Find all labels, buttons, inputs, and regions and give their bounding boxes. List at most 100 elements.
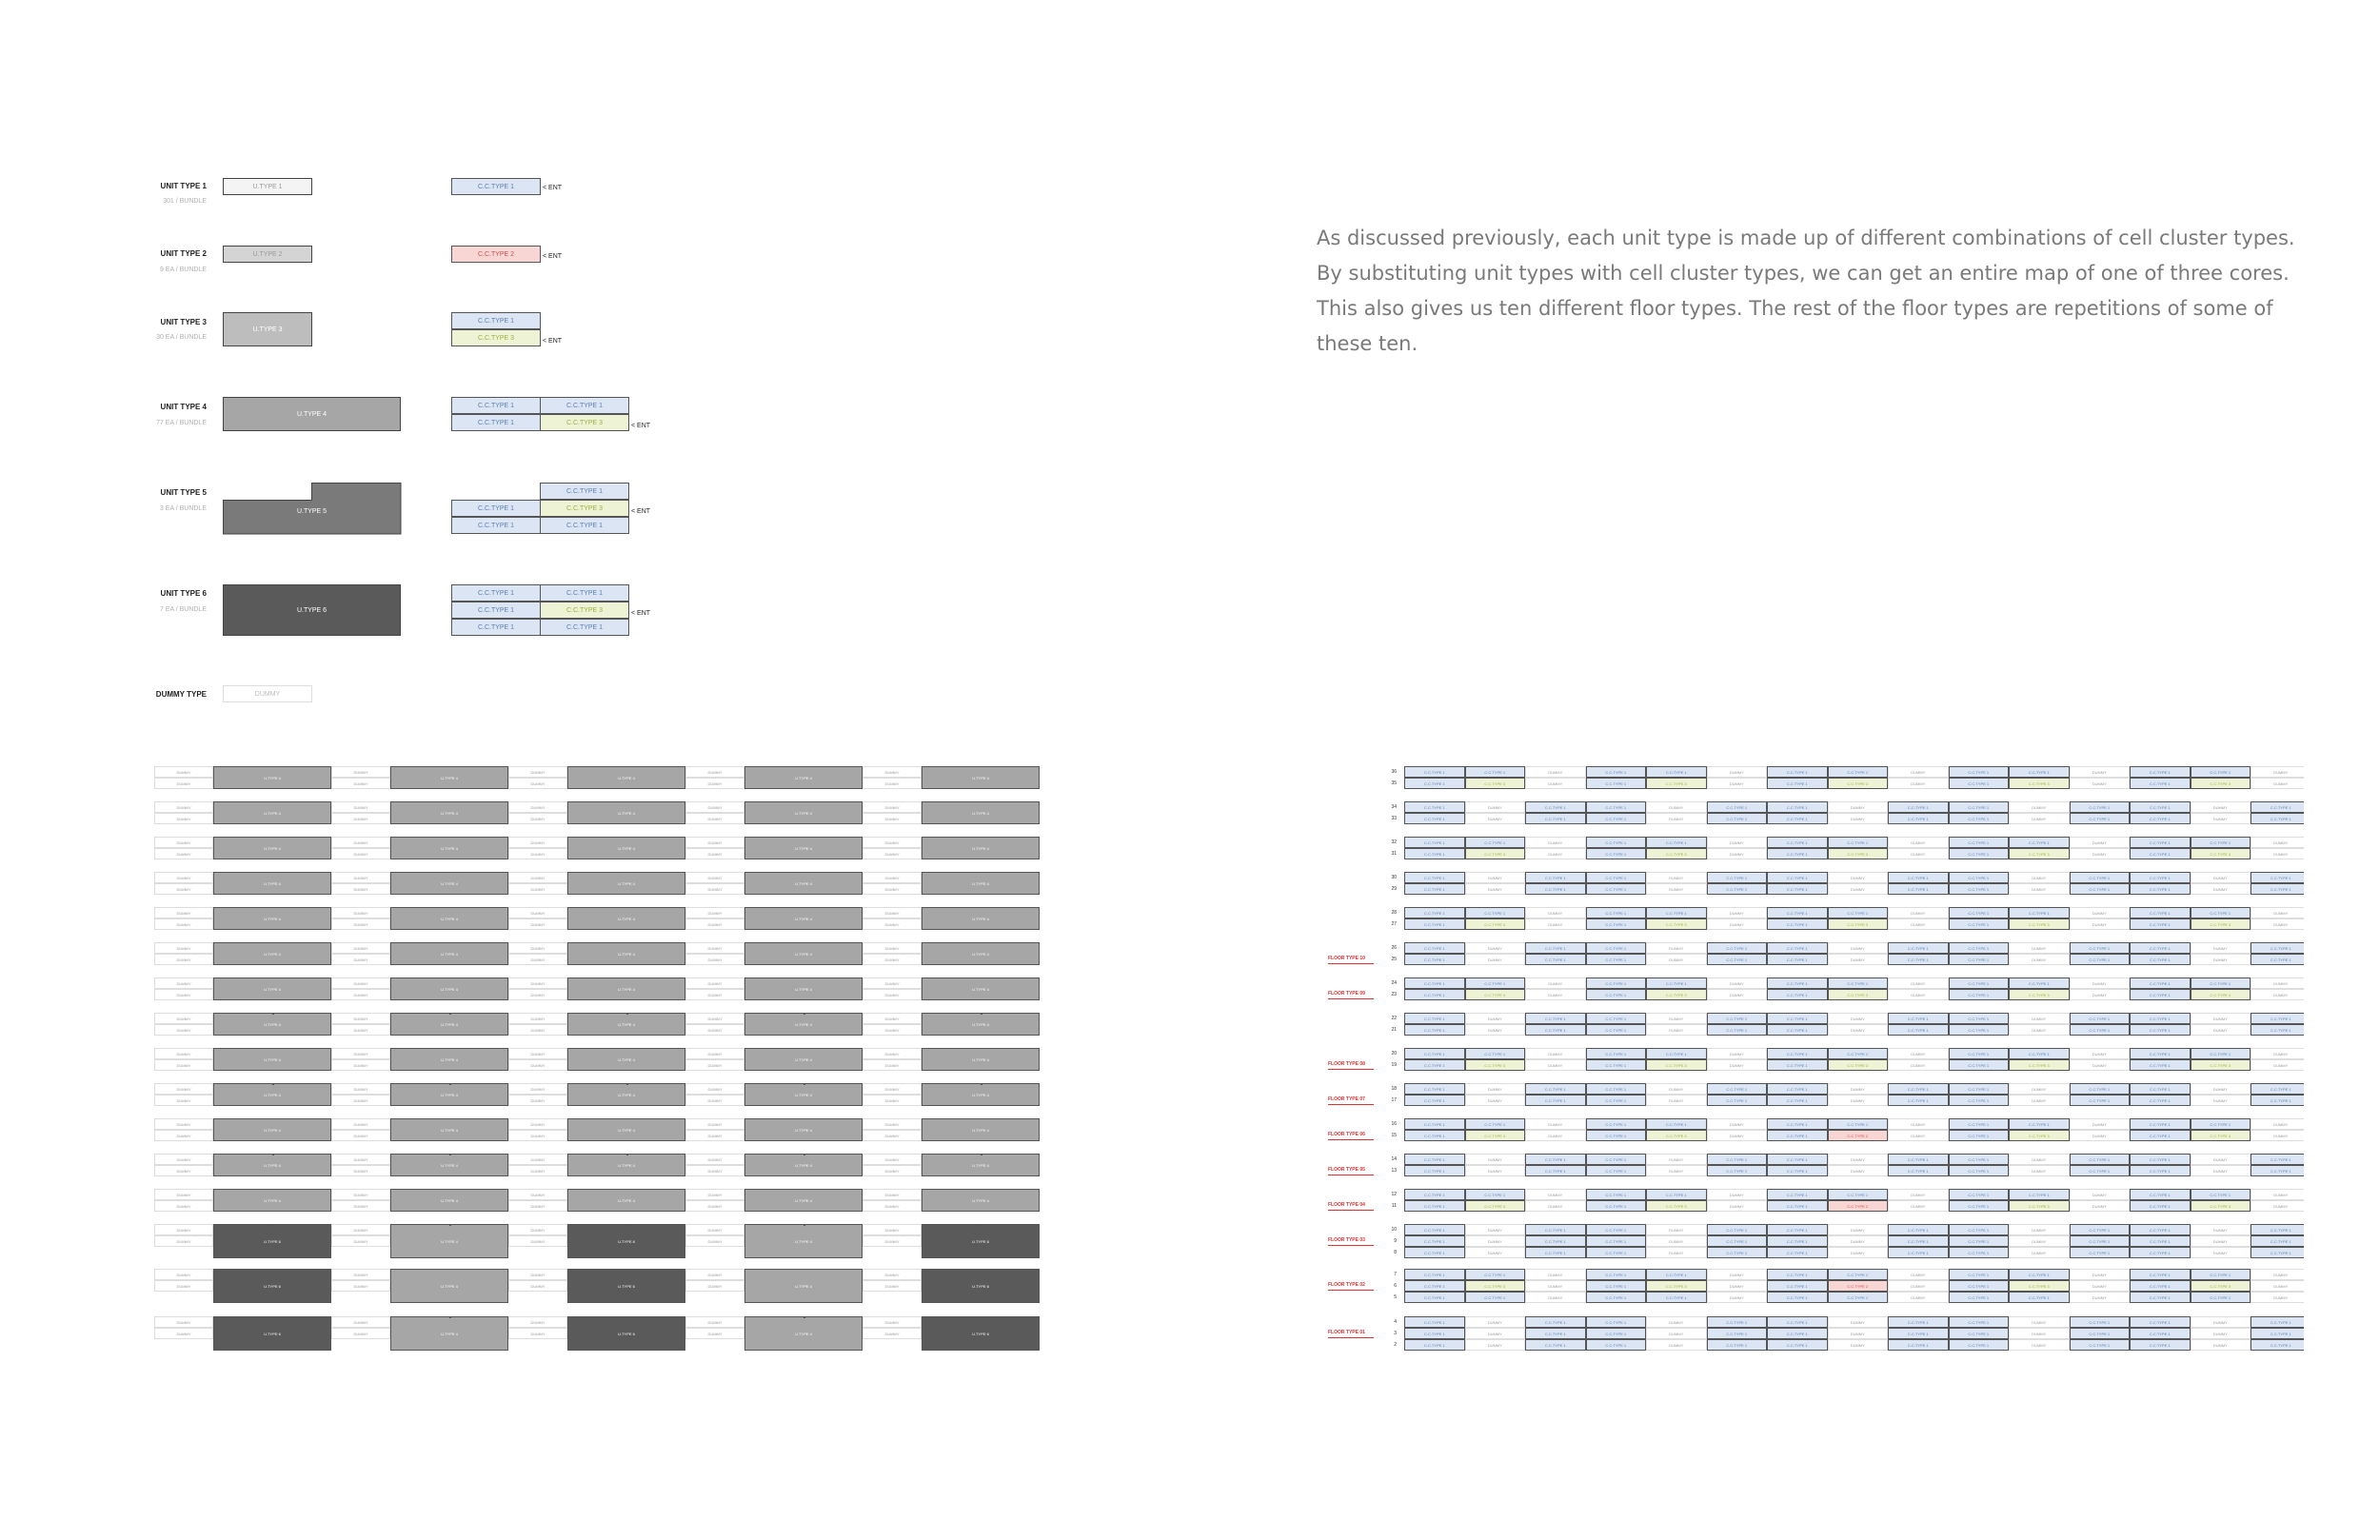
cluster-cell: C.C.TYPE 3 xyxy=(1465,848,1526,859)
cluster-cell: C.C.TYPE 1 xyxy=(1707,1235,1768,1247)
floor-number: 28 xyxy=(1383,910,1397,916)
cluster-cell: DUMMY xyxy=(2070,1048,2131,1059)
dummy-cell: DUMMY xyxy=(331,1048,390,1059)
dummy-cell: DUMMY xyxy=(863,883,922,895)
spacer xyxy=(272,1013,274,1015)
cluster-cell: C.C.TYPE 1 xyxy=(1767,1095,1828,1106)
dummy-cell: DUMMY xyxy=(863,1316,922,1328)
cluster-cell: DUMMY xyxy=(2251,1059,2304,1071)
cluster-cell: C.C.TYPE 3 xyxy=(1465,1130,1526,1141)
floor-type-underline xyxy=(1328,1337,1374,1338)
dummy-cell: DUMMY xyxy=(154,1316,213,1328)
cluster-cell: C.C.TYPE 1 xyxy=(1586,1224,1647,1235)
floor-number: 2 xyxy=(1383,1342,1397,1348)
cluster-cell: DUMMY xyxy=(2191,1083,2251,1095)
dummy-cell: DUMMY xyxy=(331,954,390,965)
unit-cell: U.TYPE 4 xyxy=(567,977,685,1000)
cluster-cell: DUMMY xyxy=(1646,1339,1707,1351)
cluster-cell: C.C.TYPE 1 xyxy=(2009,766,2070,778)
dummy-cell: DUMMY xyxy=(685,1235,744,1247)
dummy-cell: DUMMY xyxy=(863,989,922,1000)
cluster-cell: C.C.TYPE 1 xyxy=(1404,1339,1465,1351)
cluster-cell: C.C.TYPE 1 xyxy=(1404,918,1465,930)
dummy-cell: DUMMY xyxy=(685,1224,744,1235)
cluster-cell: DUMMY xyxy=(2251,1280,2304,1292)
dummy-cell: DUMMY xyxy=(685,1154,744,1165)
unit-cell: U.TYPE 4 xyxy=(213,1154,331,1176)
cluster-cell: C.C.TYPE 1 xyxy=(2130,1048,2191,1059)
cluster-cell: C.C.TYPE 1 xyxy=(2070,1224,2131,1235)
cluster-cell: DUMMY xyxy=(2191,1328,2251,1339)
cluster-cell: C.C.TYPE 3 xyxy=(1828,918,1889,930)
cluster-cell: DUMMY xyxy=(2251,1200,2304,1212)
cluster-cell: C.C.TYPE 1 xyxy=(1404,1235,1465,1247)
cluster-cell: C.C.TYPE 1 xyxy=(2130,1280,2191,1292)
unit-cell: U.TYPE 4 xyxy=(922,942,1040,965)
dummy-cell: DUMMY xyxy=(154,883,213,895)
dummy-cell: DUMMY xyxy=(508,977,567,989)
cluster-cell: DUMMY xyxy=(2191,1013,2251,1024)
cluster-cell: C.C.TYPE 3 xyxy=(1828,989,1889,1000)
cluster-cell: C.C.TYPE 1 xyxy=(1888,1235,1949,1247)
dummy-cell: DUMMY xyxy=(863,1095,922,1106)
cluster-cell: DUMMY xyxy=(1888,1048,1949,1059)
dummy-cell: DUMMY xyxy=(154,977,213,989)
cluster-cell: C.C.TYPE 1 xyxy=(1404,1280,1465,1292)
cluster-cell: C.C.TYPE 1 xyxy=(2130,1247,2191,1258)
cluster-cell: C.C.TYPE 1 xyxy=(1404,1165,1465,1176)
cluster-cell: C.C.TYPE 1 xyxy=(1767,977,1828,989)
cluster-cell: C.C.TYPE 1 xyxy=(1586,1118,1647,1130)
dummy-cell: DUMMY xyxy=(508,1316,567,1328)
cluster-cell: C.C.TYPE 1 xyxy=(2191,837,2251,848)
floor-number: 16 xyxy=(1383,1121,1397,1127)
cluster-cell: C.C.TYPE 1 xyxy=(1404,942,1465,954)
cluster-cell: C.C.TYPE 1 xyxy=(1404,1200,1465,1212)
cluster-type-1-block: C.C.TYPE 1 xyxy=(540,483,629,500)
unit-cell: U.TYPE 4 xyxy=(922,872,1040,895)
cluster-cell: C.C.TYPE 1 xyxy=(1767,1224,1828,1235)
cluster-cell: C.C.TYPE 1 xyxy=(1586,1328,1647,1339)
cluster-cell: C.C.TYPE 1 xyxy=(1707,954,1768,965)
dummy-cell: DUMMY xyxy=(508,1118,567,1130)
floor-type-underline xyxy=(1328,1245,1374,1246)
floor-type-label: FLOOR TYPE 03 xyxy=(1328,1237,1365,1243)
cluster-cell: C.C.TYPE 1 xyxy=(2130,1292,2191,1303)
cluster-cell: C.C.TYPE 1 xyxy=(1949,837,2010,848)
cluster-cell: C.C.TYPE 1 xyxy=(1828,766,1889,778)
cluster-cell: DUMMY xyxy=(2251,1130,2304,1141)
cluster-cell: C.C.TYPE 1 xyxy=(1586,1247,1647,1258)
unit-cell: U.TYPE 4 xyxy=(390,1118,508,1141)
cluster-cell: DUMMY xyxy=(2009,942,2070,954)
dummy-cell: DUMMY xyxy=(331,1269,390,1280)
unit-cell: U.TYPE 4 xyxy=(567,837,685,859)
cluster-cell: C.C.TYPE 1 xyxy=(1767,766,1828,778)
cluster-cell: C.C.TYPE 1 xyxy=(1828,1048,1889,1059)
cluster-cell: C.C.TYPE 1 xyxy=(1525,942,1586,954)
dummy-cell: DUMMY xyxy=(154,1200,213,1212)
cluster-cell: DUMMY xyxy=(1707,848,1768,859)
dummy-cell: DUMMY xyxy=(154,918,213,930)
cluster-cell: DUMMY xyxy=(1828,872,1889,883)
cluster-cell: DUMMY xyxy=(2009,801,2070,813)
unit-cell: U.TYPE 4 xyxy=(922,977,1040,1000)
unit-cell: U.TYPE 4 xyxy=(744,942,863,965)
dummy-cell: DUMMY xyxy=(508,1269,567,1280)
cluster-cell: DUMMY xyxy=(2009,883,2070,895)
cluster-cell: DUMMY xyxy=(1525,1059,1586,1071)
cluster-cell: C.C.TYPE 1 xyxy=(2009,1118,2070,1130)
cluster-cell: C.C.TYPE 1 xyxy=(2251,883,2304,895)
cluster-cell: C.C.TYPE 1 xyxy=(1949,1013,2010,1024)
cluster-cell: C.C.TYPE 1 xyxy=(1767,1280,1828,1292)
cluster-cell: C.C.TYPE 1 xyxy=(1404,989,1465,1000)
dummy-cell: DUMMY xyxy=(863,1059,922,1071)
cluster-cell: DUMMY xyxy=(1888,989,1949,1000)
cluster-cell: C.C.TYPE 1 xyxy=(1465,837,1526,848)
dummy-cell: DUMMY xyxy=(154,801,213,813)
unit-cell: U.TYPE 4 xyxy=(213,1118,331,1141)
floor-type-label: FLOOR TYPE 05 xyxy=(1328,1167,1365,1173)
dummy-cell: DUMMY xyxy=(685,918,744,930)
cluster-cell: C.C.TYPE 3 xyxy=(2009,1280,2070,1292)
cluster-cell: C.C.TYPE 1 xyxy=(1525,954,1586,965)
cluster-cell: DUMMY xyxy=(1828,813,1889,824)
cluster-cell: C.C.TYPE 1 xyxy=(2130,1235,2191,1247)
